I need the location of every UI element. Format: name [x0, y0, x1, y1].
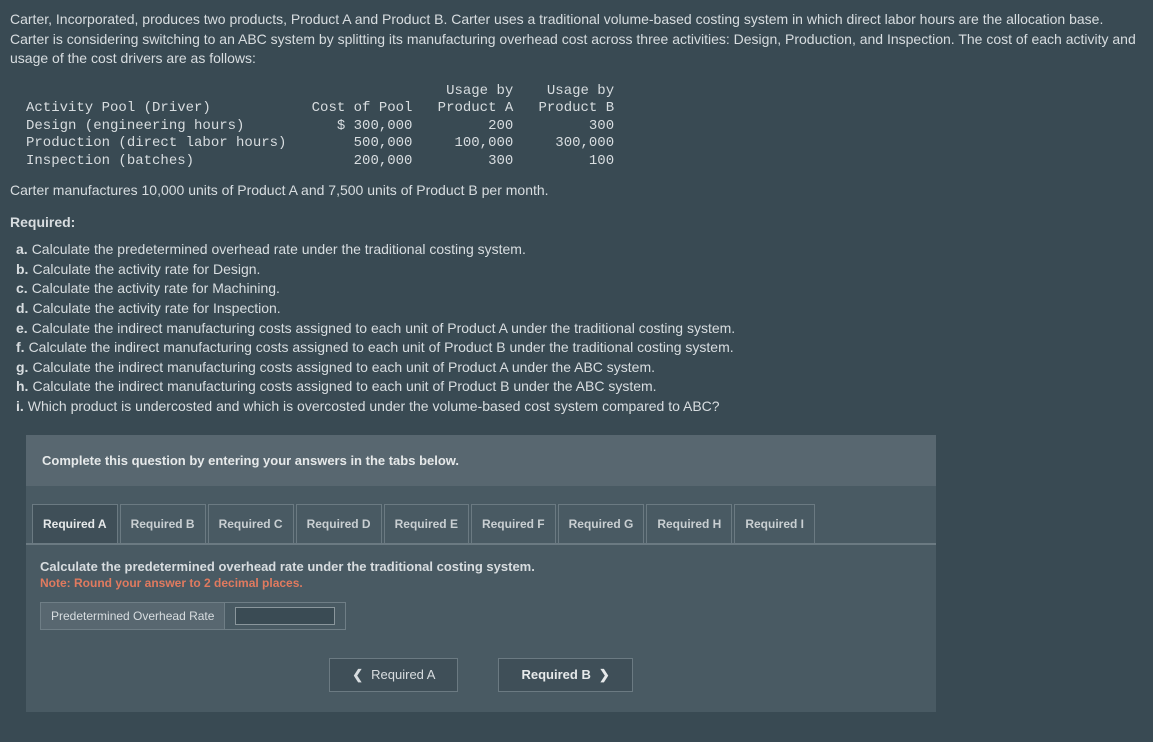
requirement-letter: g.: [16, 358, 28, 378]
requirement-letter: h.: [16, 377, 28, 397]
requirement-letter: f.: [16, 338, 25, 358]
requirement-item: e.Calculate the indirect manufacturing c…: [16, 319, 1143, 339]
tab-required-c[interactable]: Required C: [208, 504, 294, 543]
tab-required-e[interactable]: Required E: [384, 504, 469, 543]
overhead-rate-input[interactable]: [235, 607, 335, 625]
requirement-letter: b.: [16, 260, 28, 280]
requirement-text: Calculate the predetermined overhead rat…: [32, 240, 526, 260]
requirement-letter: d.: [16, 299, 28, 319]
tab-body: Calculate the predetermined overhead rat…: [26, 545, 936, 648]
chevron-right-icon: ❯: [599, 667, 610, 683]
requirement-text: Calculate the indirect manufacturing cos…: [32, 377, 656, 397]
answer-panel: Complete this question by entering your …: [26, 435, 936, 712]
prev-label: Required A: [371, 667, 435, 682]
requirement-item: f.Calculate the indirect manufacturing c…: [16, 338, 1143, 358]
requirement-letter: i.: [16, 397, 24, 417]
next-button[interactable]: Required B ❯: [498, 658, 632, 692]
required-heading: Required:: [10, 214, 1143, 230]
requirement-text: Calculate the indirect manufacturing cos…: [32, 319, 736, 339]
requirement-item: d.Calculate the activity rate for Inspec…: [16, 299, 1143, 319]
requirement-item: a.Calculate the predetermined overhead r…: [16, 240, 1143, 260]
requirement-text: Which product is undercosted and which i…: [28, 397, 720, 417]
requirement-text: Calculate the activity rate for Inspecti…: [32, 299, 280, 319]
requirement-text: Calculate the activity rate for Machinin…: [32, 279, 280, 299]
problem-intro: Carter, Incorporated, produces two produ…: [10, 10, 1143, 69]
instruction-bar: Complete this question by entering your …: [26, 435, 936, 486]
requirement-item: h.Calculate the indirect manufacturing c…: [16, 377, 1143, 397]
requirement-item: i.Which product is undercosted and which…: [16, 397, 1143, 417]
calc-prompt: Calculate the predetermined overhead rat…: [40, 559, 922, 574]
requirement-text: Calculate the indirect manufacturing cos…: [29, 338, 734, 358]
chevron-left-icon: ❮: [352, 667, 363, 683]
rounding-note: Note: Round your answer to 2 decimal pla…: [40, 576, 922, 590]
requirement-text: Calculate the activity rate for Design.: [32, 260, 260, 280]
tab-required-b[interactable]: Required B: [120, 504, 206, 543]
answer-input-cell: [225, 602, 346, 629]
tabs-row: Required ARequired BRequired CRequired D…: [26, 504, 936, 545]
activity-cost-table: Usage by Usage by Activity Pool (Driver)…: [26, 83, 1143, 171]
next-label: Required B: [521, 667, 590, 682]
requirement-item: c.Calculate the activity rate for Machin…: [16, 279, 1143, 299]
tab-required-d[interactable]: Required D: [296, 504, 382, 543]
requirement-text: Calculate the indirect manufacturing cos…: [32, 358, 655, 378]
tab-required-g[interactable]: Required G: [558, 504, 645, 543]
requirement-letter: a.: [16, 240, 28, 260]
requirement-letter: c.: [16, 279, 28, 299]
prev-button[interactable]: ❮ Required A: [329, 658, 458, 692]
requirement-item: b.Calculate the activity rate for Design…: [16, 260, 1143, 280]
tab-required-a[interactable]: Required A: [32, 504, 118, 543]
requirement-item: g.Calculate the indirect manufacturing c…: [16, 358, 1143, 378]
tab-required-f[interactable]: Required F: [471, 504, 556, 543]
tab-required-i[interactable]: Required I: [734, 504, 815, 543]
tab-required-h[interactable]: Required H: [646, 504, 732, 543]
nav-row: ❮ Required A Required B ❯: [26, 648, 936, 712]
manufactures-line: Carter manufactures 10,000 units of Prod…: [10, 182, 1143, 198]
requirement-letter: e.: [16, 319, 28, 339]
requirements-list: a.Calculate the predetermined overhead r…: [10, 240, 1143, 416]
answer-row-label: Predetermined Overhead Rate: [41, 602, 225, 629]
answer-table: Predetermined Overhead Rate: [40, 602, 346, 630]
